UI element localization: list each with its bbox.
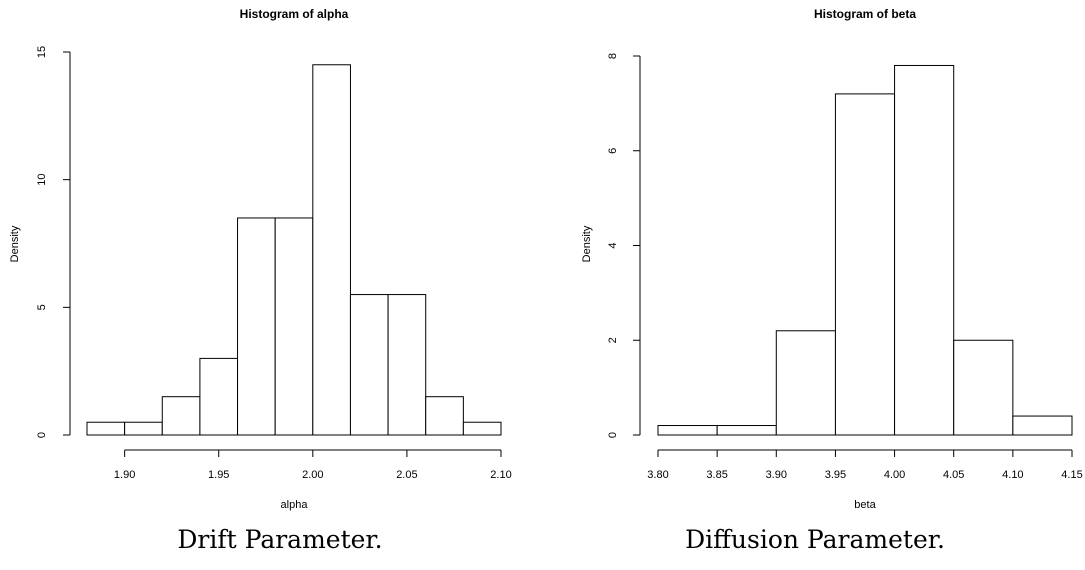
x-tick-label: 1.90 [114, 469, 135, 481]
y-tick-label: 0 [607, 432, 619, 438]
histogram-bar-alpha-2 [161, 396, 201, 436]
y-tick-label: 8 [607, 53, 619, 59]
histogram-bar-alpha-8 [387, 294, 427, 436]
y-tick-label: 6 [607, 148, 619, 154]
y-tick-label: 4 [607, 242, 619, 248]
x-tick-label: 1.95 [208, 469, 229, 481]
histogram-bar-alpha-3 [199, 357, 239, 436]
histogram-bar-alpha-5 [274, 217, 314, 436]
histogram-bar-alpha-0 [86, 421, 126, 436]
y-axis-label: Density [9, 225, 21, 262]
chart-title: Histogram of alpha [240, 7, 349, 21]
histogram-bar-alpha-4 [237, 217, 276, 436]
x-tick-label: 3.80 [647, 469, 668, 481]
x-tick-label: 4.10 [1002, 469, 1023, 481]
chart-title: Histogram of beta [814, 7, 916, 21]
y-tick-label: 0 [36, 432, 48, 438]
x-tick-label: 4.00 [884, 469, 905, 481]
x-tick-label: 2.05 [396, 469, 417, 481]
histogram-beta-panel: Histogram of beta 3.80 3.85 3.90 3.95 4.00 4.0… [545, 0, 1085, 520]
caption-diffusion-parameter: Diffusion Parameter. [685, 525, 945, 554]
histogram-bar-alpha-9 [425, 396, 464, 436]
histogram-bar-beta-5 [953, 339, 1014, 436]
histogram-bar-beta-3 [834, 93, 896, 436]
histogram-bar-alpha-10 [462, 421, 502, 436]
x-axis-label: alpha [281, 499, 309, 511]
y-tick-label: 10 [36, 174, 48, 186]
histogram-bar-beta-1 [716, 425, 777, 436]
y-tick-label: 15 [36, 46, 48, 58]
x-tick-label: 3.95 [825, 469, 846, 481]
histogram-bar-alpha-6 [312, 64, 351, 436]
histogram-bar-beta-0 [657, 425, 718, 436]
histogram-bar-beta-6 [1012, 415, 1073, 436]
x-tick-label: 3.90 [766, 469, 787, 481]
histogram-alpha-chart: Histogram of alpha 1.90 1.95 2.00 2.05 2.10 0 5… [9, 7, 512, 511]
histogram-bar-beta-2 [775, 330, 836, 436]
x-tick-label: 4.05 [943, 469, 964, 481]
histogram-bar-beta-4 [894, 64, 955, 436]
histogram-bar-alpha-1 [124, 421, 163, 436]
histogram-alpha-panel: Histogram of alpha 1.90 1.95 2.00 2.05 2.10 0 5… [0, 0, 545, 520]
y-axis-label: Density [581, 225, 593, 262]
x-tick-label: 3.85 [706, 469, 727, 481]
x-axis-label: beta [854, 499, 876, 511]
y-tick-label: 2 [607, 337, 619, 343]
histogram-bar-alpha-7 [349, 294, 389, 436]
histogram-beta-chart: Histogram of beta 3.80 3.85 3.90 3.95 4.00 4.0… [581, 7, 1083, 511]
x-tick-label: 2.10 [490, 469, 511, 481]
y-tick-label: 5 [36, 304, 48, 310]
x-tick-label: 4.15 [1061, 469, 1082, 481]
caption-drift-parameter: Drift Parameter. [177, 525, 383, 554]
x-tick-label: 2.00 [302, 469, 323, 481]
